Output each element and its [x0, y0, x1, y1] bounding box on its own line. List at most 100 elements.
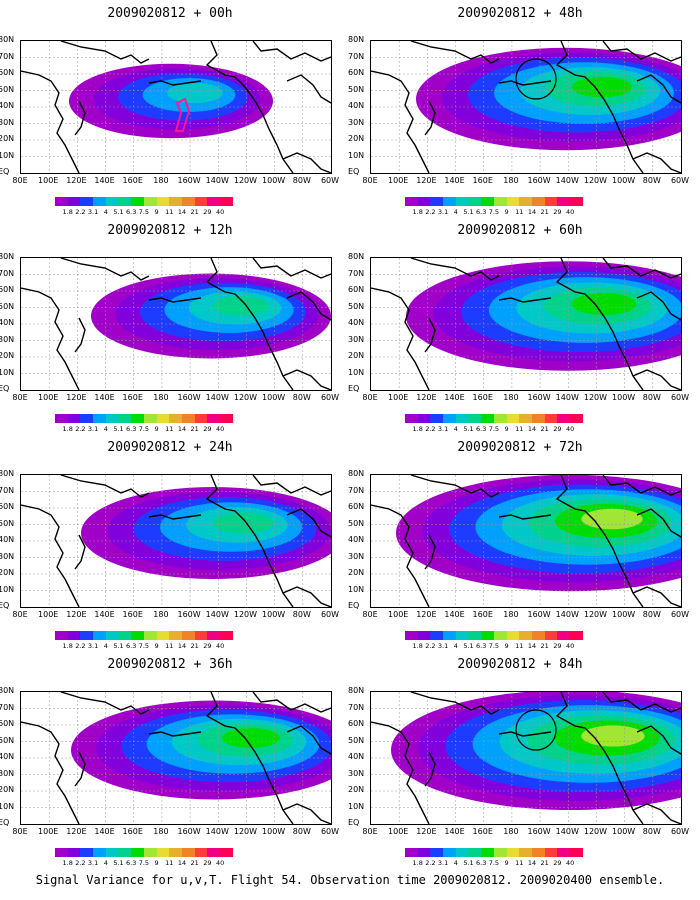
colorbar-swatch: [131, 631, 144, 640]
latitude-label: 30N: [348, 117, 365, 127]
latitude-label: 70N: [348, 51, 365, 61]
coastline: [74, 751, 86, 787]
colorbar-swatch: [468, 414, 482, 423]
coastline: [371, 287, 430, 390]
coastline: [205, 258, 294, 390]
coastline: [424, 317, 436, 353]
colorbar-swatch: [531, 197, 545, 206]
longitude-label: 160W: [177, 176, 201, 185]
longitude-label: 140E: [444, 610, 465, 619]
longitude-label: 80E: [362, 610, 378, 619]
colorbar-label: 7.5: [138, 642, 150, 650]
colorbar-swatch: [455, 414, 469, 423]
colorbar-label: 29: [553, 208, 562, 216]
colorbar-label: 9: [504, 642, 509, 650]
latitude-label: 30N: [0, 117, 15, 127]
colorbar-label: 14: [527, 642, 537, 650]
map-plot: [370, 40, 682, 174]
colorbar-label: 40: [215, 425, 225, 433]
longitude-label: 80W: [292, 176, 311, 185]
latitude-label: 20N: [348, 568, 365, 577]
colorbar-swatch: [430, 631, 444, 640]
coastline: [424, 751, 436, 787]
latitude-label: 60N: [0, 68, 15, 77]
colorbar-swatch: [405, 414, 418, 423]
latitude-label: 30N: [0, 334, 15, 344]
colorbar-label: 40: [215, 859, 225, 867]
colorbar-swatch: [55, 631, 68, 640]
latitude-label: 10N: [348, 367, 365, 377]
coastline: [21, 287, 80, 390]
longitude-label: 160E: [122, 393, 143, 402]
colorbar-swatch: [481, 414, 494, 423]
latitude-label: 20N: [0, 785, 15, 794]
colorbar-label: 6.3: [476, 642, 487, 650]
longitude-label: 160W: [527, 610, 551, 619]
colorbar-swatch: [569, 414, 583, 423]
colorbar-label: 4: [103, 208, 108, 216]
colorbar-swatch: [207, 197, 220, 206]
longitude-label: 80E: [12, 610, 28, 619]
longitude-label: 140W: [205, 393, 229, 402]
coastline: [60, 258, 150, 281]
colorbar-label: 7.5: [488, 642, 500, 650]
colorbar-swatch: [131, 414, 144, 423]
colorbar-swatch: [67, 848, 81, 857]
coastline: [60, 475, 150, 498]
longitude-label: 100W: [612, 827, 636, 836]
coastline: [286, 74, 331, 104]
colorbar-label: 1.8: [62, 859, 73, 867]
coastline: [555, 475, 644, 607]
colorbar-swatch: [430, 848, 444, 857]
colorbar-label: 29: [203, 208, 212, 216]
colorbar-swatch: [219, 631, 233, 640]
longitude-label: 80E: [362, 393, 378, 402]
colorbar-label: 40: [565, 642, 575, 650]
colorbar-label: 29: [203, 425, 212, 433]
colorbar-label: 2.2: [75, 859, 86, 867]
colorbar-label: 7.5: [488, 425, 500, 433]
colorbar-swatch: [169, 631, 182, 640]
latitude-label: EQ: [0, 384, 10, 393]
latitude-label: 60N: [0, 719, 15, 728]
colorbar-swatch: [455, 631, 469, 640]
latitude-label: 30N: [0, 768, 15, 778]
latitude-label: 20N: [0, 568, 15, 577]
longitude-label: 140W: [555, 610, 579, 619]
colorbar-label: 14: [527, 425, 537, 433]
longitude-label: 140W: [555, 827, 579, 836]
coastline: [286, 508, 331, 538]
colorbar-swatch: [493, 197, 507, 206]
coastline: [60, 41, 150, 64]
longitude-label: 120E: [416, 393, 437, 402]
coastline: [252, 258, 331, 279]
colorbar-swatch: [481, 197, 494, 206]
latitude-label: 80N: [348, 35, 365, 44]
longitude-label: 180: [503, 176, 519, 185]
variance-contour: [222, 728, 280, 748]
colorbar-swatch: [493, 848, 507, 857]
colorbar-swatch: [118, 197, 132, 206]
longitude-label: 160E: [472, 393, 493, 402]
colorbar-swatch: [417, 848, 431, 857]
colorbar-swatch: [468, 197, 482, 206]
longitude-label: 160E: [122, 610, 143, 619]
colorbar-label: 29: [203, 642, 212, 650]
longitude-label: 140W: [555, 176, 579, 185]
panel-title: 2009020812 + 00h: [107, 6, 233, 21]
longitude-label: 80E: [362, 827, 378, 836]
colorbar-label: 2.2: [425, 425, 436, 433]
map-plot: [20, 40, 332, 174]
variance-contour: [167, 82, 223, 104]
latitude-label: 80N: [0, 252, 15, 261]
longitude-label: 160E: [122, 176, 143, 185]
latitude-label: 80N: [348, 686, 365, 695]
coastline: [286, 725, 331, 755]
colorbar-swatch: [93, 414, 106, 423]
colorbar-swatch: [169, 414, 182, 423]
coastline: [424, 100, 436, 136]
colorbar-label: 21: [540, 208, 549, 216]
variance-contour: [572, 76, 632, 98]
longitude-label: 100E: [38, 393, 59, 402]
longitude-label: 140E: [94, 610, 115, 619]
